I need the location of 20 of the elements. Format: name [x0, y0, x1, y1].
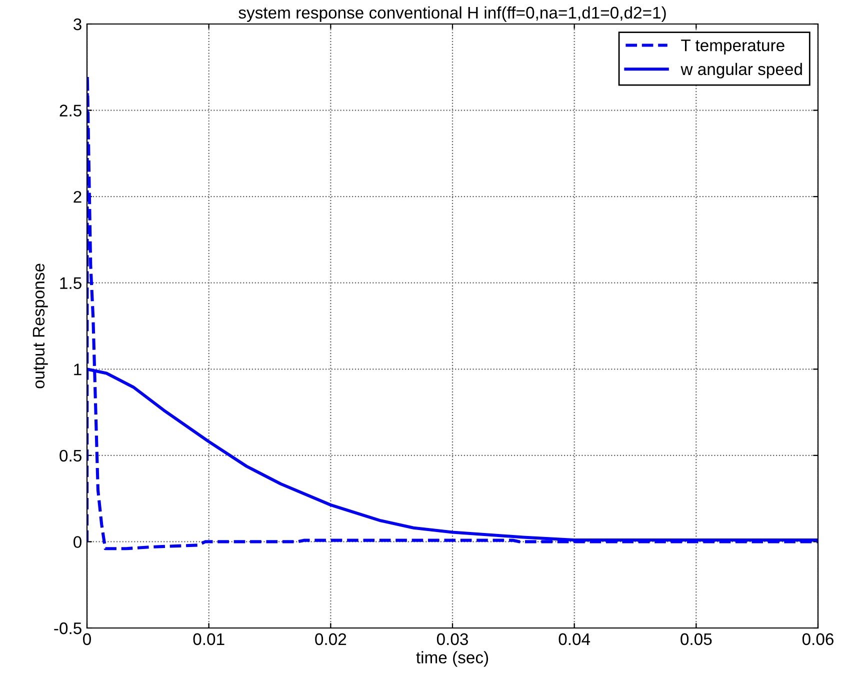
- y-tick-label: 2: [74, 190, 82, 203]
- legend-label: T temperature: [681, 40, 784, 55]
- y-axis-title: output Response: [32, 264, 48, 388]
- y-tick-label: -0.5: [54, 622, 82, 634]
- x-tick-label: 0: [83, 633, 91, 646]
- x-tick-label: 0.04: [558, 633, 590, 646]
- y-tick-label: 1: [74, 364, 82, 376]
- x-tick-label: 0.06: [802, 633, 834, 646]
- chart-title: system response conventional H inf(ff=0,na=1,d1=0,d2=1): [238, 6, 666, 22]
- legend-label: w angular speed: [680, 62, 802, 78]
- y-tick-label: 1.5: [60, 277, 82, 290]
- y-tick-label: 2.5: [60, 104, 82, 116]
- x-tick-label: 0.02: [315, 633, 346, 646]
- x-tick-label: 0.01: [193, 633, 224, 646]
- x-axis-title: time (sec): [416, 651, 488, 667]
- y-tick-label: 3: [74, 18, 82, 30]
- x-tick-label: 0.05: [680, 633, 712, 646]
- y-tick-label: 0.5: [60, 450, 82, 462]
- x-tick-label: 0.03: [436, 633, 468, 646]
- y-tick-label: 0: [74, 536, 82, 548]
